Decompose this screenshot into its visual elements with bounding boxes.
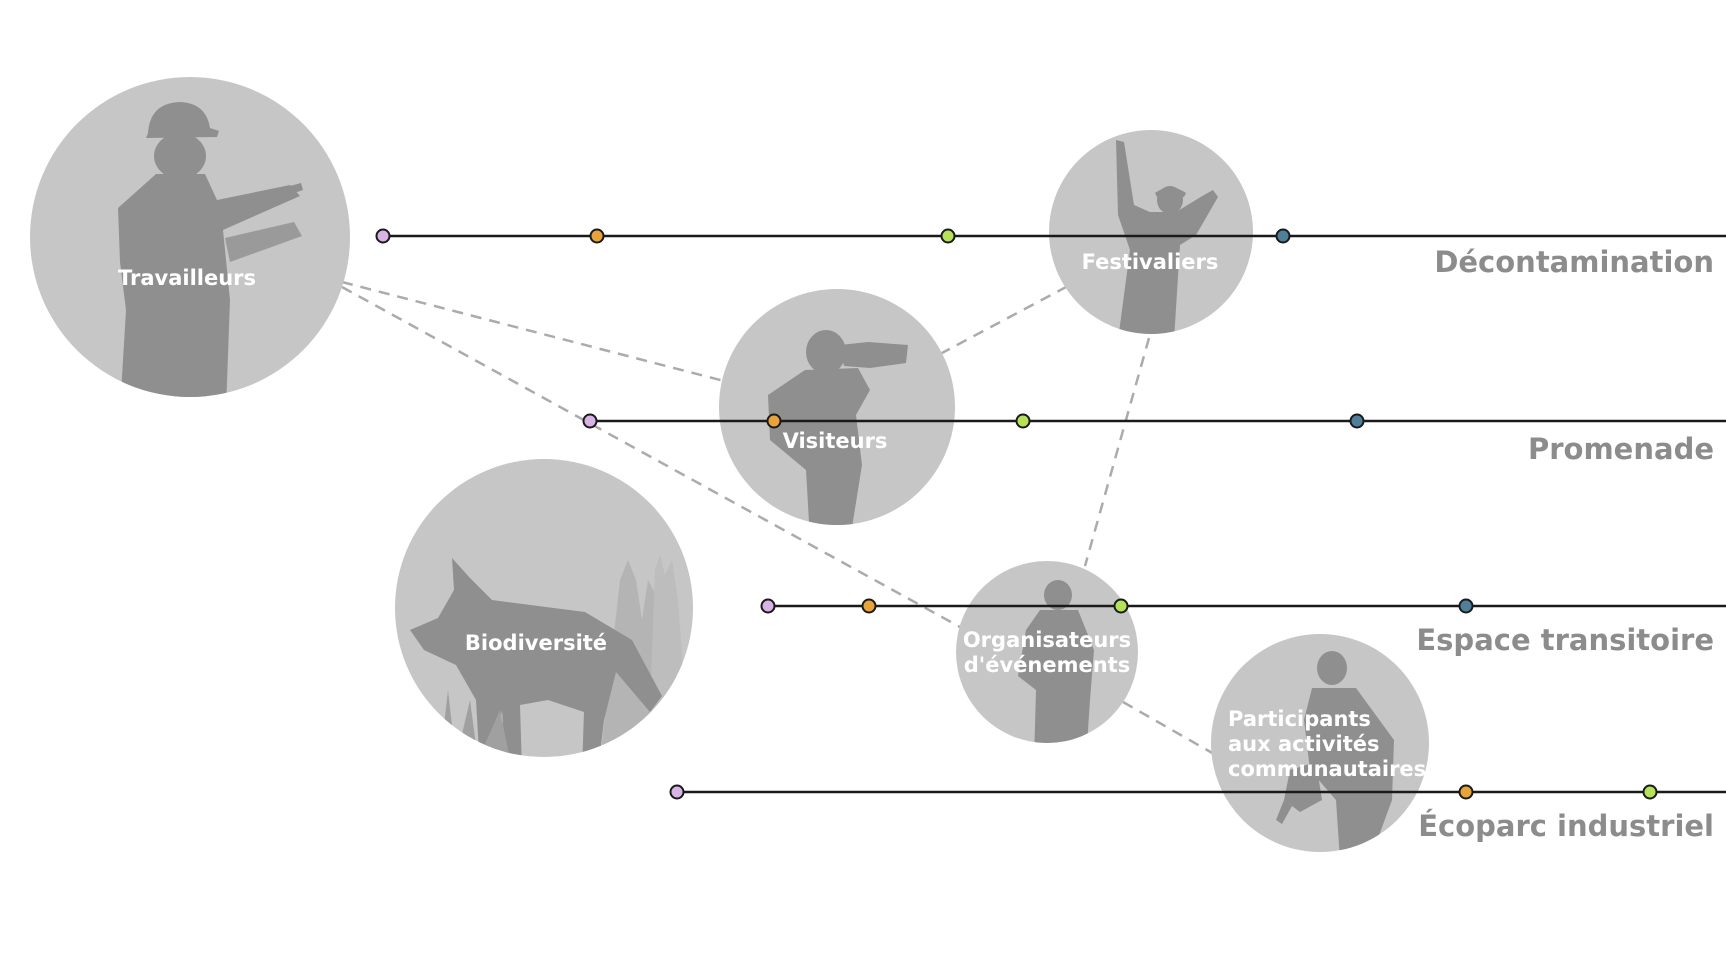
community-participant-icon [1276, 651, 1394, 852]
circle-label: communautaires [1228, 757, 1426, 781]
milestone-dot-green[interactable] [1642, 784, 1658, 800]
milestone-dot-pink[interactable] [669, 784, 685, 800]
track-label: Promenade [1528, 432, 1714, 466]
connector-festivaliers-organisateurs [1083, 337, 1151, 567]
circle-label: Participants [1228, 707, 1371, 731]
circle-visiteurs: Visiteurs [719, 289, 955, 525]
milestone-dot-blue[interactable] [1349, 413, 1365, 429]
photographer-icon [768, 330, 908, 525]
track-decontamination: Décontamination [375, 228, 1726, 279]
milestone-dot-orange[interactable] [1458, 784, 1474, 800]
track-promenade: Promenade [582, 413, 1726, 466]
connector-travailleurs-visiteurs [341, 280, 725, 383]
circle-label: aux activités [1228, 732, 1380, 756]
milestone-dot-orange[interactable] [861, 598, 877, 614]
connector-lines [341, 280, 1215, 756]
milestone-dot-green[interactable] [1113, 598, 1129, 614]
circle-label: Visiteurs [783, 429, 888, 453]
circle-label: d'événements [964, 653, 1130, 677]
milestone-dot-pink[interactable] [582, 413, 598, 429]
milestone-dot-pink[interactable] [375, 228, 391, 244]
circle-organisateurs: Organisateurs d'événements [956, 561, 1138, 743]
milestone-dot-green[interactable] [940, 228, 956, 244]
construction-worker-icon [118, 102, 303, 397]
festival-goer-icon [1116, 140, 1218, 334]
connector-organisateurs-participants [1122, 700, 1215, 756]
connector-visiteurs-festivaliers [939, 284, 1069, 356]
circle-participants: Participants aux activités communautaire… [1211, 634, 1429, 852]
milestone-dot-blue[interactable] [1458, 598, 1474, 614]
track-label: Écoparc industriel [1418, 809, 1714, 843]
track-label: Décontamination [1434, 245, 1714, 279]
milestone-dot-pink[interactable] [760, 598, 776, 614]
event-organizer-icon [1018, 580, 1094, 743]
circle-festivaliers: Festivaliers [1049, 130, 1253, 334]
circle-label: Travailleurs [118, 266, 256, 290]
milestone-dot-orange[interactable] [766, 413, 782, 429]
circle-biodiversite: Biodiversité [395, 459, 693, 757]
track-ecoparc-industriel: Écoparc industriel [669, 784, 1726, 843]
circle-label: Festivaliers [1082, 250, 1219, 274]
circle-travailleurs: Travailleurs [30, 77, 350, 397]
milestone-dot-blue[interactable] [1275, 228, 1291, 244]
circle-label: Organisateurs [963, 628, 1131, 652]
connector-travailleurs-organisateurs [341, 285, 961, 629]
track-espace-transitoire: Espace transitoire [760, 598, 1726, 657]
circle-label: Biodiversité [465, 631, 607, 655]
milestone-dot-green[interactable] [1015, 413, 1031, 429]
track-label: Espace transitoire [1416, 623, 1714, 657]
milestone-dot-orange[interactable] [589, 228, 605, 244]
